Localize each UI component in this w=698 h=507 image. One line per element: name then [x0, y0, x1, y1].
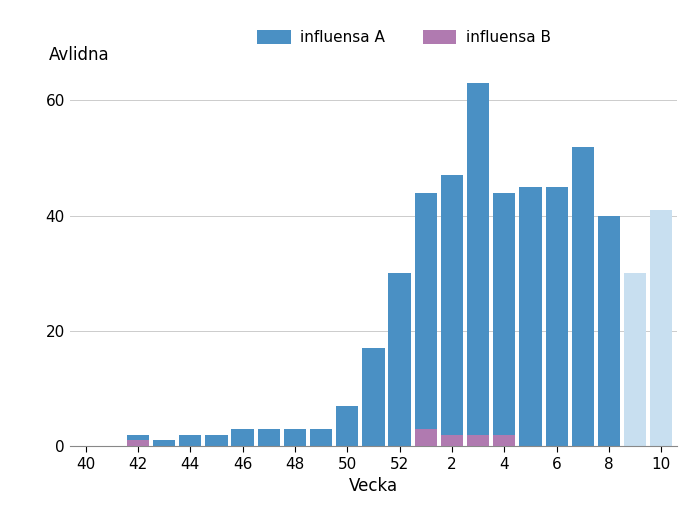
- Bar: [389, 273, 410, 446]
- Bar: [441, 434, 463, 446]
- X-axis label: Vecka: Vecka: [349, 477, 398, 495]
- Bar: [467, 434, 489, 446]
- Bar: [624, 273, 646, 446]
- Bar: [519, 187, 542, 446]
- Bar: [546, 187, 567, 446]
- Bar: [232, 429, 253, 446]
- Bar: [153, 441, 175, 446]
- Bar: [415, 429, 437, 446]
- Bar: [127, 441, 149, 446]
- Bar: [205, 434, 228, 446]
- Bar: [310, 429, 332, 446]
- Bar: [493, 434, 515, 446]
- Bar: [467, 83, 489, 446]
- Bar: [415, 193, 437, 446]
- Bar: [441, 175, 463, 446]
- Bar: [493, 193, 515, 446]
- Bar: [598, 215, 620, 446]
- Bar: [127, 434, 149, 446]
- Bar: [336, 406, 358, 446]
- Bar: [179, 434, 201, 446]
- Bar: [651, 210, 672, 446]
- Text: Avlidna: Avlidna: [49, 46, 110, 64]
- Bar: [572, 147, 594, 446]
- Legend: influensa A, influensa B: influensa A, influensa B: [251, 24, 557, 51]
- Bar: [362, 348, 385, 446]
- Bar: [258, 429, 280, 446]
- Bar: [284, 429, 306, 446]
